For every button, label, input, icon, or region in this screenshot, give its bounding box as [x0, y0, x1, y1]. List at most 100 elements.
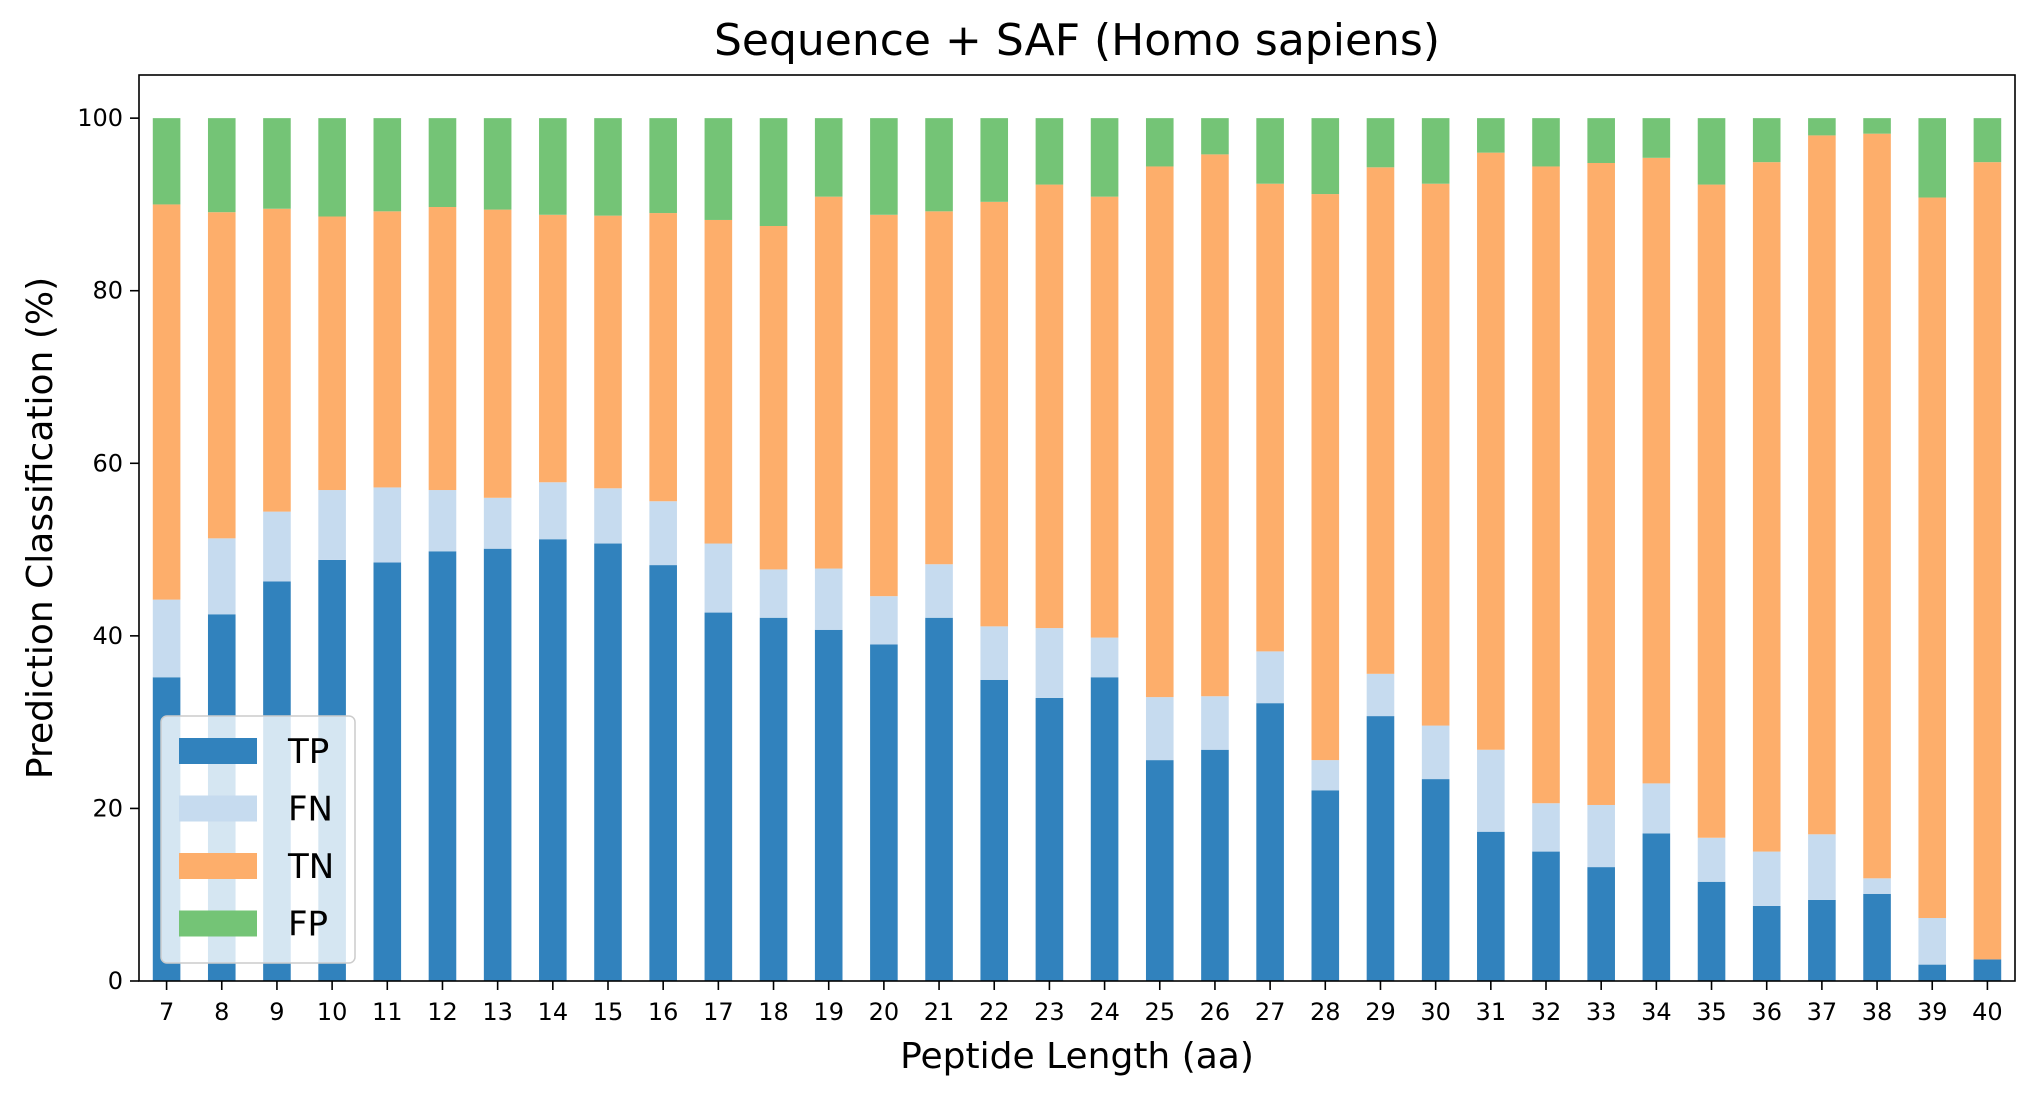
bar-fp-31 [1477, 118, 1505, 153]
bar-fn-25 [1145, 697, 1174, 761]
bar-tp-19 [814, 629, 843, 981]
legend-label-tp: TP [287, 732, 329, 772]
bar-tn-36 [1752, 162, 1781, 852]
legend-swatch-tn [179, 853, 257, 879]
bar-tn-28 [1311, 194, 1340, 761]
x-tick-label: 7 [159, 998, 174, 1026]
bar-tp-12 [428, 551, 457, 981]
bar-tp-23 [1035, 697, 1064, 981]
bar-fn-39 [1918, 918, 1947, 965]
legend-swatch-fp [179, 910, 257, 937]
legend-swatch-tp [179, 738, 257, 764]
y-tick-label: 20 [92, 794, 123, 822]
x-tick-label: 13 [482, 998, 513, 1026]
bar-fn-28 [1311, 760, 1340, 791]
x-tick-label: 11 [372, 998, 403, 1026]
y-axis-label: Prediction Classification (%) [20, 277, 61, 779]
bar-tn-19 [814, 196, 843, 569]
bar-fn-19 [814, 568, 843, 630]
bar-fp-40 [1973, 118, 2002, 163]
bar-fn-30 [1421, 725, 1450, 780]
x-tick-label: 14 [538, 998, 569, 1026]
bar-tn-38 [1863, 133, 1891, 879]
x-tick-label: 24 [1089, 998, 1120, 1026]
bar-fp-24 [1090, 118, 1119, 197]
bar-tn-15 [594, 215, 622, 489]
bar-tp-26 [1201, 749, 1229, 981]
legend-label-fp: FP [288, 905, 328, 945]
y-tick-label: 100 [77, 104, 123, 132]
x-tick-label: 28 [1310, 998, 1341, 1026]
bar-tp-15 [594, 543, 622, 981]
x-tick-label: 27 [1255, 998, 1286, 1026]
x-tick-label: 18 [758, 998, 789, 1026]
bars-layer [152, 118, 2002, 981]
bar-fp-39 [1918, 118, 1947, 198]
bar-tp-36 [1752, 905, 1781, 981]
x-tick-label: 15 [593, 998, 624, 1026]
bar-fn-31 [1477, 749, 1505, 832]
bar-tn-7 [152, 204, 181, 600]
bar-tn-16 [649, 213, 677, 502]
bar-fp-21 [925, 118, 953, 212]
bar-tn-13 [483, 209, 512, 498]
bar-fn-35 [1697, 837, 1726, 882]
bar-tn-12 [428, 207, 457, 491]
bar-fn-32 [1532, 803, 1560, 852]
x-tick-label: 34 [1641, 998, 1672, 1026]
bar-fn-34 [1642, 783, 1671, 834]
bar-tn-40 [1973, 162, 2002, 960]
x-tick-label: 30 [1420, 998, 1451, 1026]
bar-tp-30 [1421, 779, 1450, 981]
bar-fn-17 [704, 543, 733, 613]
bar-fp-15 [594, 118, 622, 216]
bar-fp-9 [263, 118, 291, 209]
bar-tp-37 [1808, 899, 1836, 981]
bar-tp-14 [539, 539, 567, 981]
bar-fn-12 [428, 490, 457, 552]
bar-fn-18 [759, 569, 788, 618]
x-tick-label: 32 [1531, 998, 1562, 1026]
x-tick-label: 25 [1144, 998, 1175, 1026]
bar-tn-33 [1587, 163, 1615, 805]
bar-tp-29 [1366, 716, 1395, 981]
bar-fp-28 [1311, 118, 1340, 195]
x-axis-label: Peptide Length (aa) [900, 1036, 1254, 1077]
bar-fp-25 [1145, 118, 1174, 167]
bar-fn-16 [649, 501, 677, 566]
x-tick-label: 19 [813, 998, 844, 1026]
bar-fn-14 [539, 482, 567, 540]
bar-tn-30 [1421, 183, 1450, 726]
bar-tp-25 [1145, 760, 1174, 981]
x-tick-label: 38 [1862, 998, 1893, 1026]
bar-tn-17 [704, 219, 733, 544]
bar-fn-37 [1808, 834, 1836, 900]
bar-fp-36 [1752, 118, 1781, 163]
bar-fn-23 [1035, 628, 1064, 698]
bar-fp-26 [1201, 118, 1229, 155]
bar-tp-24 [1090, 677, 1119, 981]
bar-tp-20 [870, 644, 898, 981]
bar-fn-29 [1366, 673, 1395, 717]
bar-tn-39 [1918, 197, 1947, 919]
x-tick-label: 8 [214, 998, 229, 1026]
bar-fp-10 [318, 118, 346, 217]
x-tick-label: 20 [869, 998, 900, 1026]
x-tick-label: 22 [979, 998, 1010, 1026]
x-tick-label: 21 [924, 998, 955, 1026]
bar-fp-11 [373, 118, 402, 212]
y-axis: 0 20 40 60 80 100 [77, 104, 139, 995]
bar-fn-27 [1256, 651, 1284, 704]
x-tick-label: 9 [269, 998, 284, 1026]
bar-tp-18 [759, 617, 788, 981]
x-tick-label: 39 [1917, 998, 1948, 1026]
legend-swatch-fn [179, 795, 257, 822]
x-tick-label: 40 [1972, 998, 2003, 1026]
legend: TP FN TN FP [160, 715, 356, 964]
bar-fp-32 [1532, 118, 1560, 167]
bar-fp-19 [814, 118, 843, 197]
y-tick-label: 0 [108, 967, 123, 995]
bar-fp-20 [870, 118, 898, 215]
bar-fp-35 [1697, 118, 1726, 185]
bar-tp-13 [483, 548, 512, 981]
